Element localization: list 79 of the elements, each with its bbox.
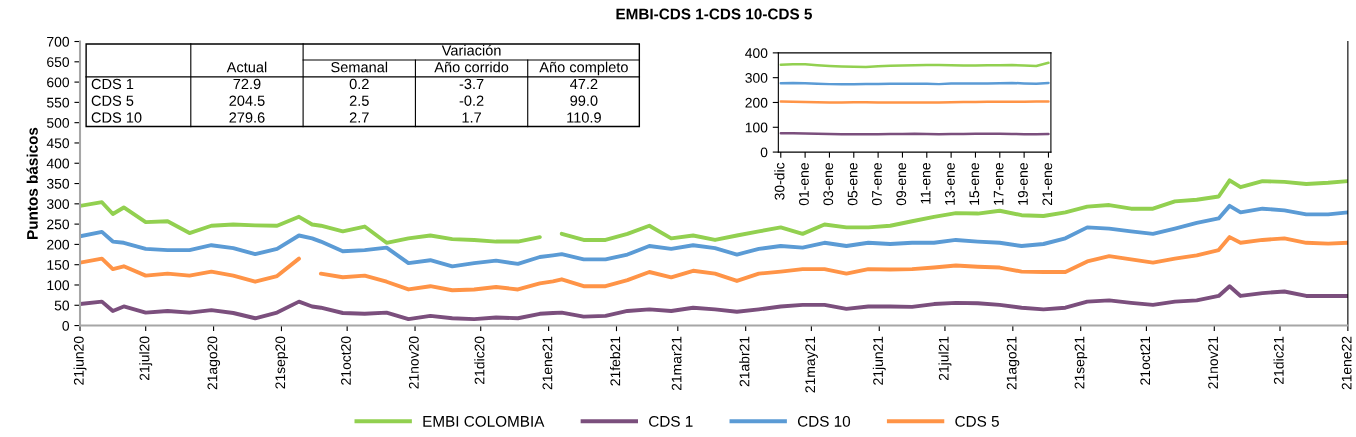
text: 1.7 <box>462 112 481 123</box>
x-tick-label: 15-ene <box>969 163 980 205</box>
category-label: Actual <box>226 61 267 73</box>
y-tick-label: 600 <box>47 77 70 88</box>
x-tick-label: 21sep20 <box>275 336 288 389</box>
x-tick-label: 21feb21 <box>610 336 621 386</box>
category-label: Año completo <box>539 61 628 76</box>
y-tick-label: 100 <box>745 122 768 133</box>
y-tick-label: 200 <box>47 239 70 250</box>
y-tick-label: 550 <box>46 97 70 108</box>
text: 279.6 <box>229 112 265 123</box>
x-tick-label: 05-ene <box>847 163 858 206</box>
x-tick-label: 21-ene <box>1042 163 1053 206</box>
x-tick-label: 01-ene <box>799 163 809 206</box>
y-tick-label: 250 <box>47 219 70 230</box>
text: 99.0 <box>570 95 598 106</box>
y-tick-label: 0 <box>62 320 70 331</box>
x-tick-label: 21ene22 <box>1341 336 1352 390</box>
text: 0.2 <box>349 78 369 90</box>
category-label: Año corrido <box>434 61 509 73</box>
y-tick-label: 650 <box>47 57 70 67</box>
x-tick-label: 21jul21 <box>938 336 952 381</box>
x-tick-label: 17-ene <box>993 163 1004 205</box>
x-tick-label: 21may21 <box>805 336 818 393</box>
x-tick-label: 21oct20 <box>341 336 351 385</box>
x-tick-label: 21ene21 <box>542 336 553 390</box>
legend-label: EMBI COLOMBIA <box>423 415 545 427</box>
y-tick-label: 200 <box>745 97 768 108</box>
x-tick-label: 21dic21 <box>1273 336 1284 384</box>
annotation: Variación <box>441 44 501 56</box>
x-tick-label: 21ago20 <box>207 336 221 390</box>
x-tick-label: 21jun21 <box>872 336 886 385</box>
y-tick-label: 300 <box>46 199 70 209</box>
y-tick-label: 50 <box>54 300 70 311</box>
legend-label: CDS 1 <box>649 415 693 427</box>
x-tick-label: 11-ene <box>920 163 931 204</box>
text: 47.2 <box>570 78 598 89</box>
x-tick-label: 09-ene <box>896 163 907 206</box>
x-tick-label: 03-ene <box>823 163 834 206</box>
y-tick-label: 400 <box>46 158 70 169</box>
text: -3.7 <box>459 78 484 90</box>
x-tick-label: 21nov20 <box>408 336 419 389</box>
x-tick-label: 07-ene <box>872 163 882 206</box>
y-tick-label: 500 <box>46 118 70 128</box>
legend-label: CDS 10 <box>797 415 851 427</box>
text: 72.9 <box>233 78 261 90</box>
y-tick-label: 100 <box>47 280 70 291</box>
x-tick-label: 30-dic <box>774 162 785 200</box>
y-tick-label: 400 <box>745 48 768 59</box>
x-tick-label: 21jun20 <box>73 336 87 385</box>
x-tick-label: 21abr21 <box>739 336 750 387</box>
chart-title: EMBI-CDS 1-CDS 10-CDS 5 <box>616 8 812 20</box>
line-series <box>80 284 1348 322</box>
x-tick-label: 21sep21 <box>1074 336 1088 389</box>
x-tick-label: 21dic20 <box>474 336 485 384</box>
text: 2.7 <box>349 112 369 123</box>
y-tick-label: 350 <box>46 178 70 189</box>
x-tick-label: 21mar21 <box>671 336 682 391</box>
category-label: CDS 1 <box>91 78 134 90</box>
category-label: CDS 5 <box>91 95 134 106</box>
x-tick-label: 21jul20 <box>139 336 153 381</box>
text: 204.5 <box>229 95 265 106</box>
text: 2.5 <box>349 95 369 106</box>
y-tick-label: 700 <box>47 36 70 47</box>
y-tick-label: 300 <box>745 73 768 83</box>
x-tick-label: 21nov21 <box>1208 336 1219 389</box>
x-tick-label: 21oct21 <box>1140 336 1151 385</box>
y-axis-title: Puntos básicos <box>26 127 38 239</box>
text: 110.9 <box>567 112 601 123</box>
legend-label: CDS 5 <box>955 415 999 427</box>
category-label: CDS 10 <box>91 112 142 123</box>
x-tick-label: 21ago21 <box>1006 336 1020 390</box>
x-tick-label: 13-ene <box>945 163 955 205</box>
y-tick-label: 150 <box>47 260 70 270</box>
y-tick-label: 0 <box>760 147 768 158</box>
category-label: Semanal <box>331 61 388 73</box>
x-tick-label: 19-ene <box>1018 163 1028 205</box>
y-tick-label: 450 <box>46 138 70 149</box>
text: -0.2 <box>459 95 484 106</box>
